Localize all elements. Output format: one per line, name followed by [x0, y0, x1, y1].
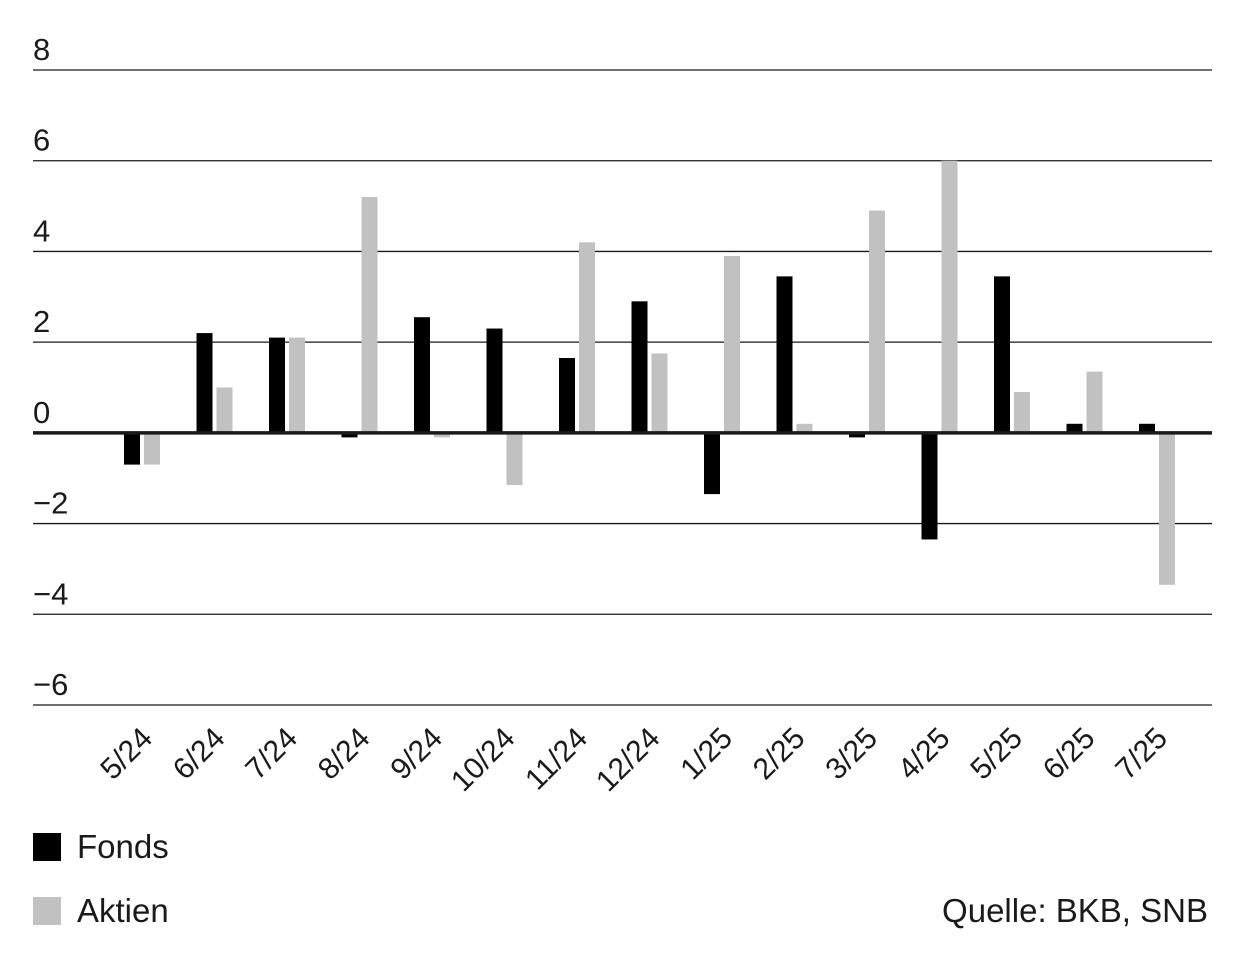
x-tick-label: 12/24	[590, 722, 666, 798]
bar-aktien-7-25	[1159, 432, 1175, 585]
x-tick-label: 5/24	[94, 722, 159, 787]
bar-fonds-9-24	[414, 317, 430, 433]
bar-aktien-5-24	[144, 432, 160, 465]
x-tick-label: 2/25	[747, 722, 812, 787]
bar-fonds-4-25	[921, 432, 938, 540]
bar-aktien-6-25	[1086, 371, 1103, 433]
x-tick-label: 5/25	[964, 722, 1029, 787]
bars	[124, 160, 1175, 585]
legend-label-aktien: Aktien	[77, 892, 169, 929]
y-tick-label: 8	[33, 32, 50, 67]
bar-aktien-10-24	[506, 432, 523, 486]
x-tick-label: 6/24	[167, 722, 232, 787]
bar-fonds-2-25	[776, 276, 793, 433]
y-tick-label: 6	[33, 123, 50, 158]
x-tick-label: 7/25	[1109, 722, 1174, 787]
bar-aktien-11-24	[579, 242, 595, 433]
bar-aktien-2-25	[796, 423, 813, 433]
bar-fonds-5-25	[994, 276, 1010, 433]
grid	[33, 69, 1212, 706]
y-tick-label: 0	[33, 395, 50, 430]
y-axis-labels: 8 6 4 2 0 −2 −4 −6	[33, 32, 68, 702]
x-tick-label: 4/25	[892, 722, 957, 787]
y-tick-label: −6	[33, 667, 68, 702]
bar-fonds-1-25	[704, 432, 720, 495]
bar-fonds-12-24	[631, 301, 648, 433]
x-tick-label: 11/24	[519, 722, 594, 797]
x-tick-label: 8/24	[312, 722, 377, 787]
y-tick-label: −2	[33, 486, 68, 521]
bar-aktien-8-24	[361, 197, 378, 433]
legend-swatch-aktien	[33, 897, 61, 925]
legend-swatch-fonds	[33, 833, 61, 861]
x-tick-label: 10/24	[445, 722, 521, 798]
bar-aktien-6-24	[216, 387, 233, 433]
x-tick-label: 9/24	[384, 722, 449, 787]
bar-fonds-7-24	[269, 337, 285, 433]
x-tick-label: 6/25	[1037, 722, 1102, 787]
bar-fonds-10-24	[486, 328, 503, 433]
bar-aktien-3-25	[869, 210, 885, 433]
bar-fonds-6-25	[1066, 423, 1083, 433]
bar-fonds-3-25	[849, 432, 865, 438]
y-tick-label: 4	[33, 213, 50, 248]
y-tick-label: −4	[33, 576, 68, 611]
x-tick-label: 7/24	[239, 722, 304, 787]
bar-aktien-9-24	[434, 432, 450, 438]
bar-fonds-11-24	[559, 358, 575, 433]
legend-item-fonds: Fonds	[33, 828, 169, 866]
y-tick-label: 2	[33, 304, 50, 339]
bar-fonds-5-24	[124, 432, 140, 465]
bar-aktien-5-25	[1014, 392, 1030, 433]
bar-aktien-1-25	[724, 255, 740, 433]
bar-aktien-4-25	[941, 160, 958, 433]
legend-label-fonds: Fonds	[77, 828, 169, 865]
bar-fonds-6-24	[196, 333, 213, 433]
x-tick-label: 1/25	[674, 722, 739, 787]
bar-fonds-8-24	[341, 432, 358, 438]
source-note: Quelle: BKB, SNB	[942, 892, 1208, 929]
bar-fonds-7-25	[1139, 423, 1155, 433]
x-tick-label: 3/25	[819, 722, 884, 787]
bar-aktien-12-24	[651, 353, 668, 433]
bar-aktien-7-24	[289, 337, 305, 433]
legend-item-aktien: Aktien	[33, 892, 169, 930]
